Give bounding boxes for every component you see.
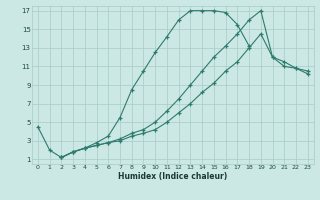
X-axis label: Humidex (Indice chaleur): Humidex (Indice chaleur) (118, 172, 228, 181)
